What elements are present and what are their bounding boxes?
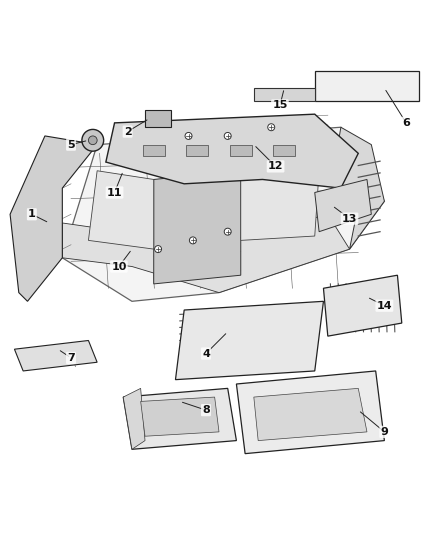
Polygon shape: [241, 171, 319, 240]
Text: 7: 7: [67, 353, 75, 363]
Circle shape: [82, 130, 104, 151]
Circle shape: [155, 246, 162, 253]
Text: 14: 14: [377, 301, 392, 311]
Polygon shape: [62, 214, 350, 293]
Polygon shape: [332, 127, 385, 249]
Polygon shape: [254, 88, 315, 101]
Text: 4: 4: [202, 349, 210, 359]
Text: 12: 12: [268, 161, 283, 172]
Circle shape: [224, 133, 231, 140]
Polygon shape: [323, 275, 402, 336]
Bar: [230, 144, 252, 156]
Polygon shape: [315, 71, 419, 101]
Text: 1: 1: [28, 209, 36, 219]
Polygon shape: [88, 171, 154, 249]
Polygon shape: [141, 397, 219, 436]
Text: 2: 2: [124, 126, 131, 136]
Text: 6: 6: [402, 118, 410, 128]
Polygon shape: [176, 301, 323, 379]
Circle shape: [185, 133, 192, 140]
Text: 8: 8: [202, 405, 210, 415]
Polygon shape: [145, 110, 171, 127]
Text: 9: 9: [381, 427, 389, 437]
Bar: [143, 144, 165, 156]
Polygon shape: [123, 389, 145, 449]
Polygon shape: [123, 389, 237, 449]
Circle shape: [268, 124, 275, 131]
Circle shape: [189, 237, 196, 244]
Circle shape: [224, 228, 231, 235]
Text: 10: 10: [111, 262, 127, 271]
Text: 15: 15: [272, 100, 288, 110]
Circle shape: [88, 136, 97, 144]
Polygon shape: [154, 171, 241, 284]
Text: 5: 5: [67, 140, 75, 150]
Text: 13: 13: [342, 214, 357, 224]
Polygon shape: [315, 180, 371, 232]
Bar: [186, 144, 208, 156]
Polygon shape: [106, 114, 358, 188]
Polygon shape: [10, 136, 97, 301]
Polygon shape: [62, 127, 385, 301]
Text: 11: 11: [107, 188, 122, 198]
Polygon shape: [254, 389, 367, 441]
Bar: [273, 144, 295, 156]
Polygon shape: [14, 341, 97, 371]
Polygon shape: [237, 371, 385, 454]
